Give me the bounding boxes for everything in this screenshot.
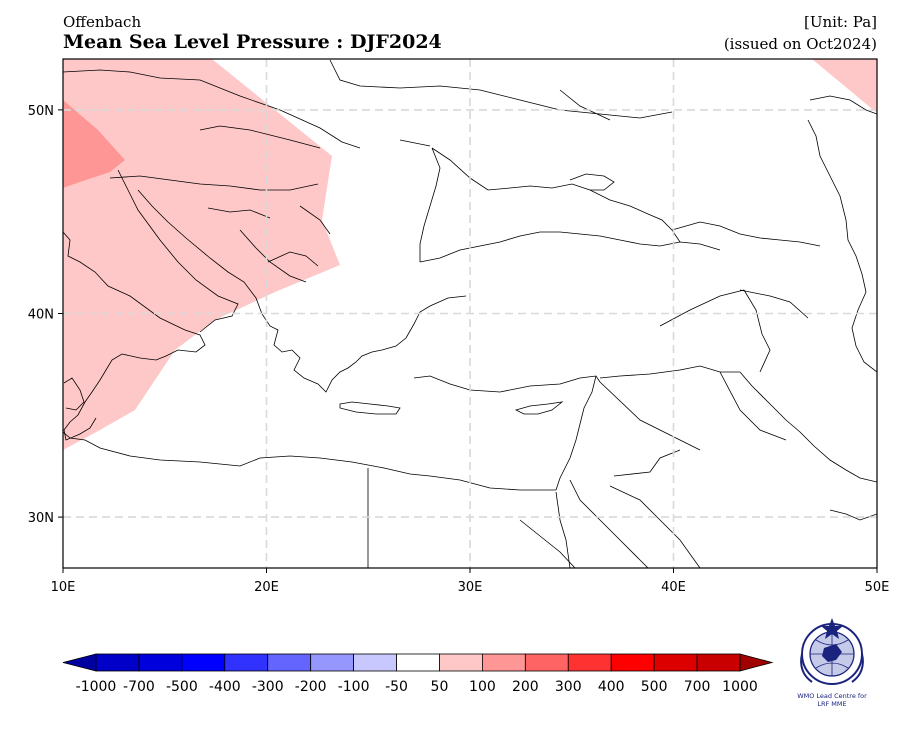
colorbar-tick-label: -50 xyxy=(385,679,408,695)
coastline-north-africa xyxy=(63,431,556,491)
colorbar-swatch xyxy=(439,653,483,672)
colorbar-under-triangle xyxy=(62,653,97,672)
colorbar-swatch xyxy=(310,653,354,672)
unit-label: [Unit: Pa] xyxy=(803,13,877,31)
coastline-black-sea xyxy=(419,147,681,262)
anomaly-region-light-red-ne xyxy=(812,59,877,113)
x-tick-label: 40E xyxy=(661,580,686,595)
colorbar-tick-label: 1000 xyxy=(722,679,758,695)
colorbar-tick-label: -400 xyxy=(209,679,241,695)
x-tick-label: 20E xyxy=(254,580,279,595)
border-europe-1 xyxy=(63,69,361,149)
border-caucasus xyxy=(671,221,821,319)
border-iraq-iran xyxy=(719,289,787,441)
border-egypt-sudan xyxy=(367,468,571,568)
colorbar-swatch xyxy=(567,653,612,672)
colorbar-swatch xyxy=(653,653,698,672)
coastline-caspian-west xyxy=(807,119,877,373)
x-tick-label: 50E xyxy=(865,580,890,595)
colorbar-swatch xyxy=(524,653,569,672)
colorbar-swatch xyxy=(95,653,140,672)
colorbar-swatch xyxy=(224,653,269,672)
x-tick-label: 30E xyxy=(458,580,483,595)
coastline-turkey-south xyxy=(413,375,601,393)
border-europe-2 xyxy=(109,175,319,219)
colorbar-tick-label: 100 xyxy=(469,679,496,695)
coastline-arabia-east xyxy=(829,509,877,521)
coastline-caspian-north xyxy=(809,95,877,115)
gridlines xyxy=(63,59,877,568)
colorbar-swatch xyxy=(138,653,183,672)
colorbar-swatch xyxy=(696,653,741,672)
logo-line2: LRF MME xyxy=(817,700,846,708)
colorbar-swatch xyxy=(481,653,526,672)
colorbar-swatch xyxy=(353,653,397,672)
colorbar-tick-label: 300 xyxy=(555,679,582,695)
colorbar-swatch xyxy=(267,653,312,672)
wmo-laurel-icon xyxy=(800,653,864,683)
coastline-persian-gulf xyxy=(739,371,877,483)
border-jordan-saudi xyxy=(609,449,701,568)
colorbar-tick-label: 200 xyxy=(512,679,539,695)
wmo-continents xyxy=(822,644,842,662)
coastline-red-sea xyxy=(519,479,649,568)
logo-line1: WMO Lead Centre for xyxy=(797,692,867,700)
colorbar-swatch xyxy=(610,653,655,672)
page-title: Mean Sea Level Pressure : DJF2024 xyxy=(63,31,442,53)
colorbar-tick-label: -1000 xyxy=(76,679,117,695)
colorbar-tick-label: -200 xyxy=(295,679,327,695)
colorbar-swatch xyxy=(181,653,226,672)
y-tick-label: 30N xyxy=(28,511,54,526)
border-balkans xyxy=(239,205,331,283)
coastline-adriatic-balkan xyxy=(137,189,467,393)
y-tick-label: 50N xyxy=(28,104,54,119)
coastline-levant xyxy=(555,375,597,491)
map-panel xyxy=(63,59,877,568)
colorbar-tick-label: -500 xyxy=(166,679,198,695)
colorbar-tick-label: -100 xyxy=(338,679,370,695)
anomaly-region-medium-red xyxy=(63,100,125,188)
colorbar-tick-label: 700 xyxy=(684,679,711,695)
colorbar-tick-label: 50 xyxy=(431,679,449,695)
coastlines xyxy=(63,59,877,568)
coastline-crete xyxy=(339,401,401,415)
colorbar-swatch xyxy=(396,653,440,672)
colorbar: -1000 -700 -500 -400 -300 -200 -100 -50 50 100 200… xyxy=(62,653,774,695)
coastline-cyprus xyxy=(514,401,564,415)
coastline-italy-west xyxy=(63,231,206,441)
coastline-italy-east xyxy=(117,169,239,333)
colorbar-over-triangle xyxy=(739,653,774,672)
colorbar-tick-label: 400 xyxy=(598,679,625,695)
colorbar-tick-label: 500 xyxy=(641,679,668,695)
subtitle-left: Offenbach xyxy=(63,13,142,31)
axis-ticks: 10E 20E 30E 40E 50E 30N 40N 50N xyxy=(28,104,890,595)
issued-label: (issued on Oct2024) xyxy=(723,35,877,53)
y-tick-label: 40N xyxy=(28,308,54,323)
colorbar-tick-label: -300 xyxy=(252,679,284,695)
wmo-logo: WMO Lead Centre for LRF MME xyxy=(797,618,867,708)
coastline-sicily xyxy=(63,377,85,411)
border-east-europe xyxy=(329,59,673,147)
x-tick-label: 10E xyxy=(51,580,76,595)
wmo-star-icon xyxy=(821,618,843,639)
anomaly-region-light-red xyxy=(63,59,340,450)
coastline-azov xyxy=(569,173,615,191)
colorbar-tick-label: -700 xyxy=(123,679,155,695)
